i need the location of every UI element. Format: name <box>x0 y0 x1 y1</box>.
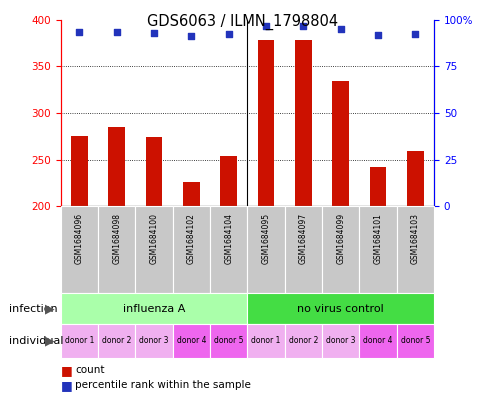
Point <box>373 31 381 38</box>
Text: GSM1684100: GSM1684100 <box>149 213 158 264</box>
Bar <box>98 324 135 358</box>
Bar <box>359 324 396 358</box>
Text: influenza A: influenza A <box>122 303 185 314</box>
Bar <box>60 324 98 358</box>
Bar <box>98 206 135 293</box>
Text: no virus control: no virus control <box>297 303 383 314</box>
Bar <box>182 182 199 206</box>
Text: ■: ■ <box>60 364 72 377</box>
Bar <box>108 127 125 206</box>
Text: ▶: ▶ <box>45 334 54 347</box>
Point <box>75 29 83 35</box>
Bar <box>247 206 284 293</box>
Point <box>299 23 307 29</box>
Bar <box>294 40 311 206</box>
Bar <box>406 151 423 206</box>
Bar <box>71 136 88 206</box>
Bar <box>247 324 284 358</box>
Text: donor 5: donor 5 <box>213 336 243 345</box>
Text: GSM1684097: GSM1684097 <box>298 213 307 264</box>
Bar <box>135 206 172 293</box>
Point <box>261 23 269 29</box>
Text: GSM1684095: GSM1684095 <box>261 213 270 264</box>
Text: donor 1: donor 1 <box>251 336 280 345</box>
Text: ■: ■ <box>60 378 72 392</box>
Bar <box>210 206 247 293</box>
Text: count: count <box>75 365 105 375</box>
Bar <box>257 40 274 206</box>
Text: donor 5: donor 5 <box>400 336 429 345</box>
Text: donor 2: donor 2 <box>288 336 318 345</box>
Text: GSM1684098: GSM1684098 <box>112 213 121 264</box>
Text: GSM1684101: GSM1684101 <box>373 213 382 264</box>
Bar <box>172 324 210 358</box>
Text: individual: individual <box>9 336 63 346</box>
Point <box>336 26 344 32</box>
Point <box>224 31 232 37</box>
Text: donor 4: donor 4 <box>176 336 206 345</box>
Text: GSM1684103: GSM1684103 <box>410 213 419 264</box>
Bar <box>220 156 237 206</box>
Bar <box>321 324 359 358</box>
Text: GSM1684096: GSM1684096 <box>75 213 84 264</box>
Bar <box>332 81 348 206</box>
Text: donor 1: donor 1 <box>64 336 94 345</box>
Bar <box>321 206 359 293</box>
Bar <box>284 324 321 358</box>
Point <box>112 29 120 35</box>
Bar <box>359 206 396 293</box>
Bar <box>284 206 321 293</box>
Point <box>150 29 157 36</box>
Bar <box>60 293 247 324</box>
Bar <box>172 206 210 293</box>
Text: donor 2: donor 2 <box>102 336 131 345</box>
Bar <box>247 293 433 324</box>
Bar <box>135 324 172 358</box>
Text: GDS6063 / ILMN_1798804: GDS6063 / ILMN_1798804 <box>147 14 337 30</box>
Text: GSM1684104: GSM1684104 <box>224 213 233 264</box>
Bar <box>396 206 433 293</box>
Text: ▶: ▶ <box>45 302 54 315</box>
Text: percentile rank within the sample: percentile rank within the sample <box>75 380 251 390</box>
Text: infection: infection <box>9 303 57 314</box>
Bar <box>145 137 162 206</box>
Bar <box>60 206 98 293</box>
Bar <box>396 324 433 358</box>
Bar <box>210 324 247 358</box>
Text: donor 4: donor 4 <box>363 336 392 345</box>
Point <box>187 32 195 39</box>
Text: donor 3: donor 3 <box>139 336 168 345</box>
Text: GSM1684102: GSM1684102 <box>186 213 196 264</box>
Point <box>410 31 418 37</box>
Bar <box>369 167 386 206</box>
Text: GSM1684099: GSM1684099 <box>335 213 345 264</box>
Text: donor 3: donor 3 <box>325 336 355 345</box>
